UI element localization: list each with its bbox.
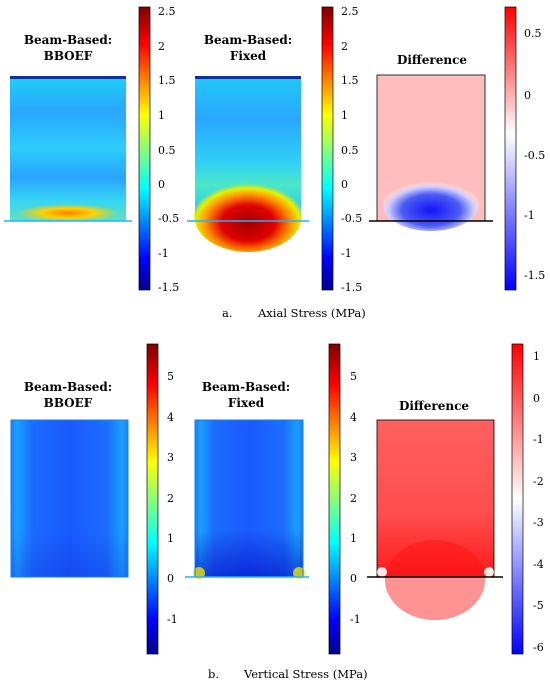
- panel-title-line1: Beam-Based:: [23, 380, 113, 394]
- tick-label: 0: [533, 392, 540, 405]
- colorbar-a3: [504, 6, 517, 291]
- colorbar-b2: [328, 343, 341, 655]
- panel-title-line2: Fixed: [227, 396, 265, 410]
- tick-label: 1: [158, 109, 165, 122]
- panel-a1-plot: [4, 76, 132, 222]
- tick-label: -1: [524, 209, 535, 222]
- tick-label: -1: [158, 247, 169, 260]
- tick-label: -1: [533, 433, 544, 446]
- tick-label: 1: [533, 350, 540, 363]
- panel-title-line2: BBOEF: [43, 49, 93, 63]
- tick-label: 5: [167, 370, 174, 383]
- panel-a3-title: Difference: [373, 52, 491, 68]
- tick-label: -1: [167, 613, 178, 626]
- colorbar-b3: [511, 343, 524, 655]
- panel-a2-plot: [187, 76, 309, 252]
- tick-label: 1: [167, 532, 174, 545]
- tick-label: 4: [350, 411, 357, 424]
- tick-label: 0: [167, 572, 174, 585]
- caption-a: a. Axial Stress (MPa): [222, 306, 366, 320]
- tick-label: 4: [167, 411, 174, 424]
- panel-b1-title: Beam-Based: BBOEF: [8, 379, 128, 411]
- tick-label: 2: [167, 492, 174, 505]
- tick-label: 0: [341, 178, 348, 191]
- panel-b3-title: Difference: [375, 398, 493, 414]
- tick-label: 0.5: [524, 27, 542, 40]
- caption-b: b. Vertical Stress (MPa): [208, 667, 368, 681]
- tick-label: -0.5: [524, 149, 546, 162]
- tick-label: 5: [350, 370, 357, 383]
- tick-label: -2: [533, 475, 544, 488]
- tick-label: 2: [158, 40, 165, 53]
- caption-a-label: a.: [222, 306, 233, 320]
- tick-label: 0.5: [341, 144, 359, 157]
- tick-label: 0: [158, 178, 165, 191]
- tick-label: 2.5: [158, 5, 176, 18]
- panel-b1-plot: [10, 419, 129, 578]
- panel-title-line2: Fixed: [229, 49, 267, 63]
- panel-title-line1: Beam-Based:: [23, 33, 113, 47]
- panel-b3-plot: [367, 419, 503, 620]
- tick-label: 1.5: [158, 74, 176, 87]
- tick-label: -0.5: [158, 212, 180, 225]
- caption-b-text: Vertical Stress (MPa): [244, 667, 368, 681]
- tick-label: -1.5: [524, 269, 546, 282]
- tick-label: 1.5: [341, 74, 359, 87]
- panel-title-line1: Beam-Based:: [201, 380, 291, 394]
- tick-label: 2: [350, 492, 357, 505]
- tick-label: 0: [350, 572, 357, 585]
- colorbar-a2: [321, 6, 334, 291]
- tick-label: -0.5: [341, 212, 363, 225]
- panel-title-line1: Beam-Based:: [203, 33, 293, 47]
- tick-label: -5: [533, 599, 544, 612]
- tick-label: -3: [533, 516, 544, 529]
- panel-title-line2: BBOEF: [43, 396, 93, 410]
- tick-label: 3: [167, 451, 174, 464]
- panel-title-line1: Difference: [396, 53, 468, 67]
- tick-label: -4: [533, 558, 544, 571]
- tick-label: 1: [350, 532, 357, 545]
- caption-a-text: Axial Stress (MPa): [258, 306, 366, 320]
- tick-label: 2: [341, 40, 348, 53]
- tick-label: 0.5: [158, 144, 176, 157]
- tick-label: 0: [524, 89, 531, 102]
- tick-label: 3: [350, 451, 357, 464]
- panel-a3-plot: [369, 74, 493, 231]
- colorbar-b1: [146, 343, 159, 655]
- tick-label: 1: [341, 109, 348, 122]
- tick-label: -1: [341, 247, 352, 260]
- panel-a2-title: Beam-Based: Fixed: [188, 32, 308, 64]
- panel-b2-title: Beam-Based: Fixed: [186, 379, 306, 411]
- tick-label: -1.5: [158, 281, 180, 294]
- caption-b-label: b.: [208, 667, 220, 681]
- panel-a1-title: Beam-Based: BBOEF: [8, 32, 128, 64]
- panel-b2-plot: [185, 419, 309, 579]
- tick-label: -6: [533, 641, 544, 654]
- tick-label: -1: [350, 613, 361, 626]
- panel-title-line1: Difference: [398, 399, 470, 413]
- tick-label: 2.5: [341, 5, 359, 18]
- colorbar-a1: [138, 6, 151, 291]
- tick-label: -1.5: [341, 281, 363, 294]
